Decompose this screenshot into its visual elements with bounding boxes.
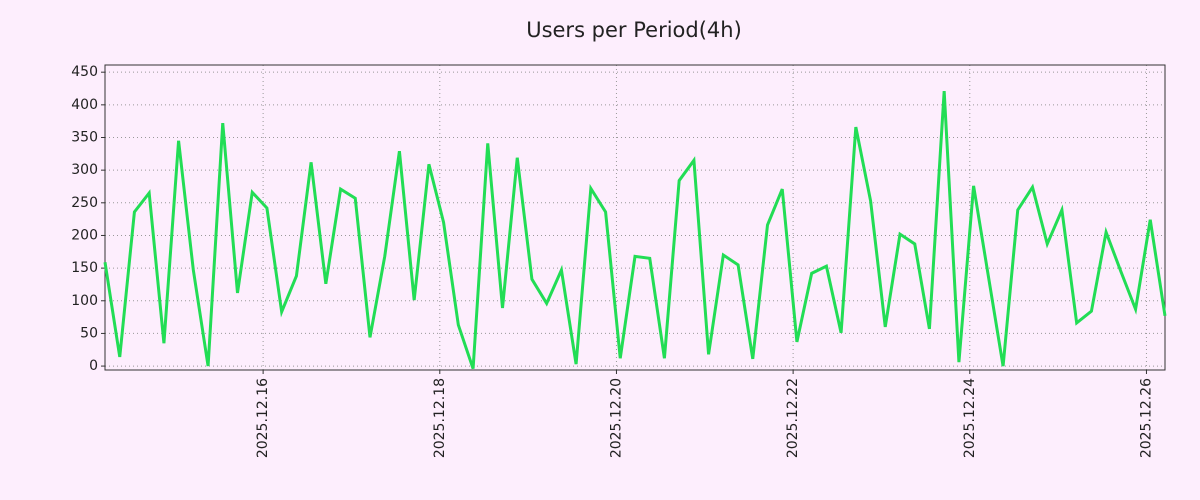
y-tick-label: 50 (80, 325, 98, 341)
y-tick-label: 450 (71, 64, 98, 80)
data-line (103, 91, 1167, 370)
x-tick-label: 2025.12.24 (962, 378, 978, 458)
y-tick-label: 100 (71, 293, 98, 309)
plot-frame (104, 64, 1166, 371)
y-tick-label: 350 (71, 129, 98, 145)
x-tick-label: 2025.12.16 (255, 378, 271, 458)
y-tick-label: 0 (89, 358, 98, 374)
chart-title: Users per Period(4h) (526, 18, 742, 42)
y-tick-label: 250 (71, 195, 98, 211)
y-tick-label: 300 (71, 162, 98, 178)
x-tick-label: 2025.12.26 (1138, 378, 1154, 458)
x-tick-label: 2025.12.20 (608, 378, 624, 458)
y-tick-label: 150 (71, 260, 98, 276)
y-tick-label: 200 (71, 227, 98, 243)
x-tick-label: 2025.12.22 (785, 378, 801, 458)
x-tick-label: 2025.12.18 (432, 378, 448, 458)
y-tick-label: 400 (71, 97, 98, 113)
